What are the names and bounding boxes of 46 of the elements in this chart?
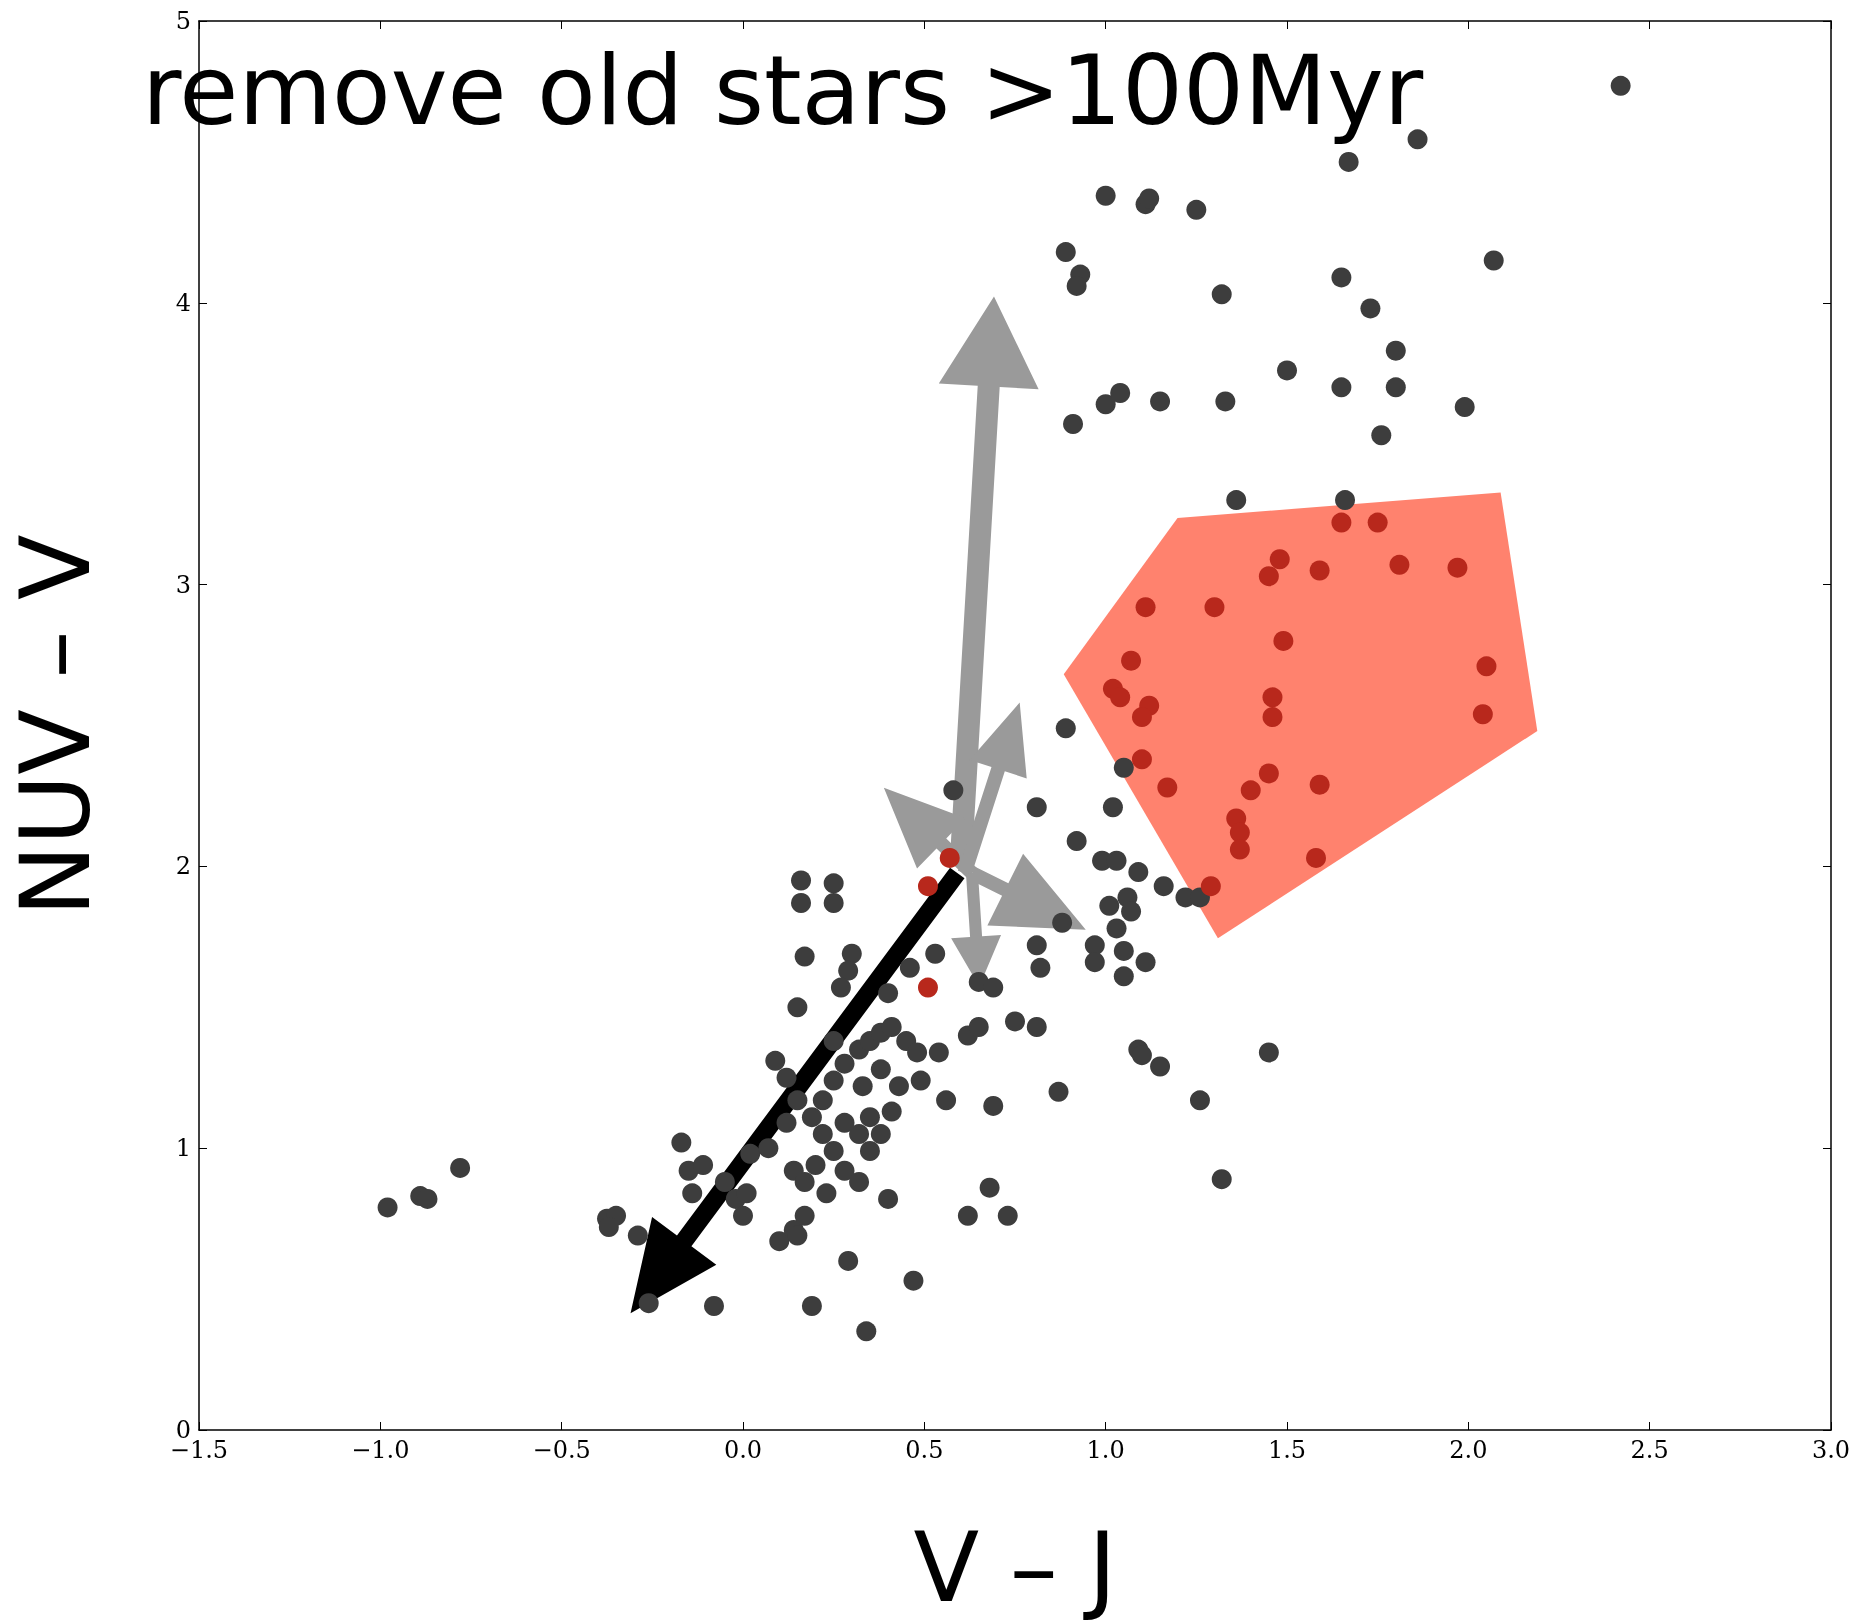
y-axis-title: NUV – V <box>0 534 112 917</box>
x-tick-label: 2.0 <box>1449 1436 1488 1464</box>
y-tick-label: 3 <box>175 570 191 599</box>
point <box>1229 839 1250 860</box>
point <box>1306 847 1327 868</box>
y-tick-label: 1 <box>175 1134 191 1163</box>
x-tick-label: −0.5 <box>532 1436 591 1464</box>
point <box>1262 707 1283 728</box>
y-tick-label: 0 <box>175 1416 191 1444</box>
y-tick-label: 5 <box>175 7 191 35</box>
point <box>1110 687 1131 708</box>
point <box>917 977 938 998</box>
point <box>1135 597 1156 618</box>
point <box>1309 560 1330 581</box>
x-tick-label: −1.0 <box>351 1436 410 1464</box>
point <box>1131 707 1152 728</box>
x-axis-title: V – J <box>913 1512 1117 1621</box>
point <box>1367 512 1388 533</box>
point <box>1121 650 1142 671</box>
point <box>1131 749 1152 770</box>
point <box>1262 687 1283 708</box>
point <box>1229 822 1250 843</box>
x-tick-label: 3.0 <box>1811 1436 1851 1464</box>
x-tick-label: 2.5 <box>1630 1436 1669 1464</box>
y-tick-label: 4 <box>175 288 191 317</box>
point <box>1240 780 1261 801</box>
x-tick-label: 1.5 <box>1267 1436 1307 1464</box>
point <box>1476 656 1497 677</box>
point <box>1331 512 1352 533</box>
point <box>1447 557 1468 578</box>
point <box>1309 774 1330 795</box>
point <box>1204 597 1225 618</box>
x-tick-label: 0.5 <box>905 1436 944 1464</box>
point <box>917 876 938 897</box>
point <box>939 847 960 868</box>
point <box>1258 763 1279 784</box>
point <box>1273 630 1294 651</box>
point <box>1472 704 1493 725</box>
point <box>1157 777 1178 798</box>
point <box>1200 876 1221 897</box>
point <box>1258 566 1279 587</box>
y-tick-label: 2 <box>175 852 191 881</box>
x-tick-label: 1.0 <box>1086 1436 1125 1464</box>
point <box>1389 554 1410 575</box>
x-tick-label: 0.0 <box>723 1436 763 1464</box>
point <box>1269 549 1290 570</box>
